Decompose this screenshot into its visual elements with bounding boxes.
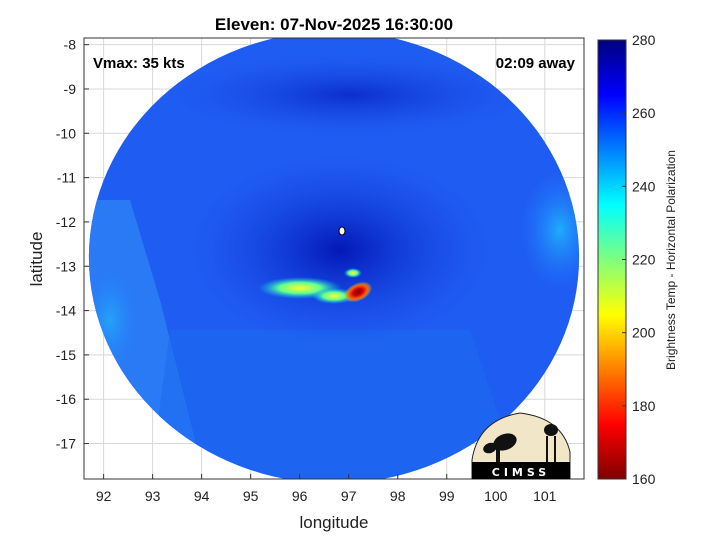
cold-cloud-shield	[190, 155, 490, 345]
y-tick-label: -13	[56, 258, 76, 274]
plot-frame	[83, 37, 585, 480]
x-tick-label: 98	[390, 488, 406, 504]
logo-band	[472, 462, 570, 479]
satellite-dish-icon	[493, 433, 517, 451]
dish-mount-icon	[496, 448, 500, 462]
x-tick-label: 94	[194, 488, 210, 504]
x-tick-label: 92	[96, 488, 112, 504]
x-tick-label: 100	[484, 488, 508, 504]
time-away-annotation: 02:09 away	[496, 55, 576, 72]
colorbar	[597, 39, 627, 480]
colorbar-tick-label: 180	[632, 398, 656, 414]
x-tick-label: 96	[292, 488, 308, 504]
colorbar-tick-label: 220	[632, 252, 656, 268]
y-tick-label: -11	[57, 170, 76, 186]
cimss-logo: CIMSS	[471, 412, 571, 480]
x-tick-label: 101	[533, 488, 557, 504]
east-warm-region	[520, 170, 580, 290]
tower-leg-left	[546, 436, 548, 462]
y-tick-label: -8	[64, 37, 77, 53]
colorbar-tick-label: 160	[632, 471, 656, 487]
y-tick-label: -9	[64, 81, 77, 97]
north-cold-region	[170, 55, 530, 135]
small-convective-cell	[344, 268, 362, 278]
y-tick-label: -10	[56, 125, 76, 141]
water-tower-icon	[544, 424, 558, 436]
x-tick-label: 93	[145, 488, 161, 504]
eye-marker	[338, 226, 346, 236]
x-axis-ticks: 92 93 94 95 96 97 98 99 100 101	[96, 474, 557, 504]
y-axis-label: latitude	[27, 232, 46, 287]
deep-convection-core	[343, 281, 373, 303]
y-tick-label: -17	[56, 436, 76, 452]
south-swath-section	[150, 330, 520, 479]
y-tick-label: -15	[56, 347, 76, 363]
y-tick-label: -12	[56, 214, 76, 230]
colorbar-label: Brightness Temp - Horizontal Polarizatio…	[664, 150, 678, 370]
y-tick-label: -14	[56, 303, 76, 319]
x-tick-label: 99	[439, 488, 455, 504]
colorbar-tick-label: 260	[632, 105, 656, 121]
x-tick-label: 97	[341, 488, 357, 504]
colorbar-tick-label: 240	[632, 178, 656, 194]
y-tick-label: -16	[56, 391, 76, 407]
x-tick-label: 95	[243, 488, 259, 504]
colorbar-tick-label: 200	[632, 325, 656, 341]
small-dish-icon	[483, 442, 497, 454]
logo-text: CIMSS	[492, 466, 550, 479]
chart-title: Eleven: 07-Nov-2025 16:30:00	[215, 15, 453, 34]
y-axis-ticks: -8 -9 -10 -11 -12 -13 -14 -15 -16 -17	[56, 37, 89, 452]
colorbar-ticks: 160 180 200 220 240 260 280	[622, 32, 656, 487]
tower-leg-right	[554, 436, 556, 462]
swath-layer	[88, 38, 580, 479]
x-axis-label: longitude	[299, 513, 368, 532]
vmax-annotation: Vmax: 35 kts	[93, 55, 185, 72]
colorbar-tick-label: 280	[632, 32, 656, 48]
